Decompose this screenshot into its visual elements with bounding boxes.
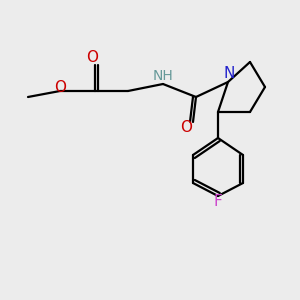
Text: O: O [180,121,192,136]
Text: NH: NH [153,69,173,83]
Text: N: N [223,67,235,82]
Text: O: O [86,50,98,65]
Text: O: O [54,80,66,95]
Text: F: F [214,194,222,209]
